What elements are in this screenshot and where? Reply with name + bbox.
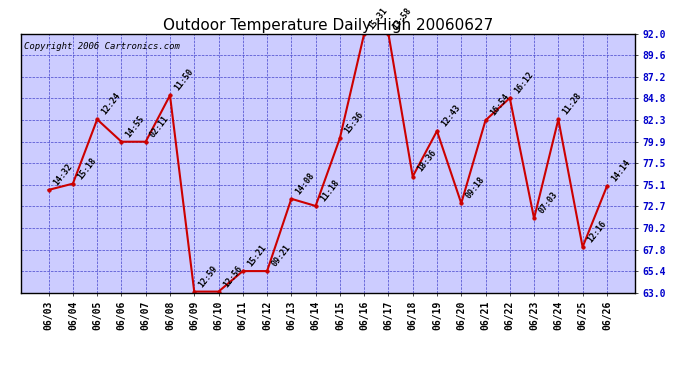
Text: 12:24: 12:24 [100,92,122,117]
Text: 16:54: 16:54 [489,92,511,117]
Text: 15:36: 15:36 [343,110,365,135]
Text: 16:12: 16:12 [513,70,535,95]
Text: 13:58: 13:58 [391,6,414,31]
Text: 14:32: 14:32 [51,162,74,187]
Text: 12:16: 12:16 [585,219,608,244]
Text: 11:50: 11:50 [172,67,195,93]
Text: 07:03: 07:03 [537,190,560,216]
Text: 18:36: 18:36 [415,148,438,174]
Text: 11:28: 11:28 [561,92,584,117]
Text: 14:14: 14:14 [610,158,632,183]
Text: 12:59: 12:59 [197,264,219,289]
Text: 02:11: 02:11 [148,114,171,139]
Text: Copyright 2006 Cartronics.com: Copyright 2006 Cartronics.com [23,42,179,51]
Text: 15:21: 15:21 [246,243,268,268]
Text: 14:55: 14:55 [124,114,147,139]
Text: 11:18: 11:18 [318,178,341,203]
Text: 09:21: 09:21 [270,243,293,268]
Title: Outdoor Temperature Daily High 20060627: Outdoor Temperature Daily High 20060627 [163,18,493,33]
Text: 15:18: 15:18 [76,156,98,181]
Text: 12:56: 12:56 [221,264,244,289]
Text: 14:08: 14:08 [294,171,317,196]
Text: 15:31: 15:31 [367,6,389,31]
Text: 09:18: 09:18 [464,175,486,201]
Text: 12:43: 12:43 [440,103,462,128]
